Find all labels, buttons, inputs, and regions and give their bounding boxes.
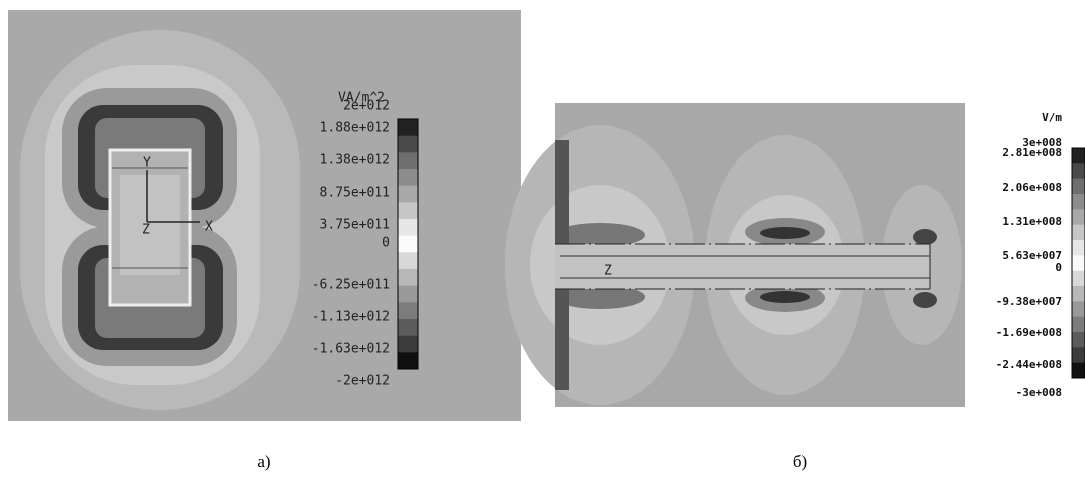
colorbar-band [398,335,418,353]
scale-label: -2e+012 [335,374,390,389]
unit: V/m [1042,111,1062,124]
colorbar-band [398,269,418,287]
colorbar-band [398,185,418,203]
colorbar-band [398,352,418,370]
axis-label: Y [143,156,151,171]
colorbar-band [1072,316,1085,333]
contour [913,292,937,308]
contour [760,227,810,239]
contour [555,285,645,309]
scale-label: 0 [382,236,390,251]
scale-label: 0 [1055,261,1062,274]
contour [760,291,810,303]
colorbar-band [398,302,418,320]
colorbar-band [1072,163,1085,180]
scale-label: 1.38e+012 [320,153,390,168]
colorbar-band [1072,240,1085,256]
colorbar-band [398,152,418,170]
axis-label: Z [604,264,612,279]
scale-label: -1.13e+012 [312,310,390,325]
scale-label: 1.88e+012 [320,121,390,136]
scale-label: 8.75e+011 [320,186,390,201]
colorbar-band [1072,209,1085,226]
colorbar-band [1072,255,1085,272]
colorbar-band [1072,178,1085,195]
scale-label: -1.69e+008 [996,326,1062,339]
colorbar-frame [397,118,419,370]
scale-label: 1.31e+008 [1002,215,1062,228]
colorbar: 2e+012 1.88e+012 1.38e+012 8.75e+011 3.75e+0… [312,99,419,389]
colorbar-band [1072,194,1085,210]
colorbar-band [1072,148,1085,164]
caption: а) [257,452,270,471]
legend-bg [965,103,1085,407]
colorbar-band [398,169,418,187]
colorbar-band [1072,332,1085,348]
scale-label: -2.44e+008 [996,358,1062,371]
colorbar-band [398,252,418,270]
colorbar-band [398,235,418,253]
colorbar-band [398,285,418,303]
contour [120,175,180,275]
colorbar-band [398,319,418,337]
panel-a: Y Z X 2e+012 1.88e+012 1.38e+012 8.75e+011 3… [8,10,521,421]
colorbar-band [398,135,418,153]
unit: VA/m^2 [338,91,385,106]
colorbar-band [1072,270,1085,287]
axis-label: Z [142,223,150,238]
colorbar-band [1072,347,1085,364]
body [555,244,930,289]
scale-label: 5.63e+007 [1002,249,1062,262]
contour [555,223,645,247]
scale-label: 3e+008 [1022,136,1062,149]
scale-label: -3e+008 [1016,386,1062,399]
scale-label: -6.25e+011 [312,278,390,293]
colorbar-band [1072,224,1085,241]
axis-label: X [205,220,213,235]
colorbar-band [398,202,418,220]
colorbar-band [1072,301,1085,318]
scale-label: 3.75e+011 [320,218,390,233]
colorbar-frame [1071,147,1085,379]
colorbar-band [1072,286,1085,302]
colorbar-band [398,219,418,237]
scale-label: 2.81e+008 [1002,146,1062,159]
scale-label: -1.63e+012 [312,342,390,357]
caption: б) [793,452,807,471]
scale-label: 2e+012 [343,99,390,114]
colorbar-band [1072,362,1085,379]
contour [913,229,937,245]
colorbar-band [398,119,418,137]
scale-label: -9.38e+007 [996,295,1062,308]
scale-label: 2.06e+008 [1002,181,1062,194]
